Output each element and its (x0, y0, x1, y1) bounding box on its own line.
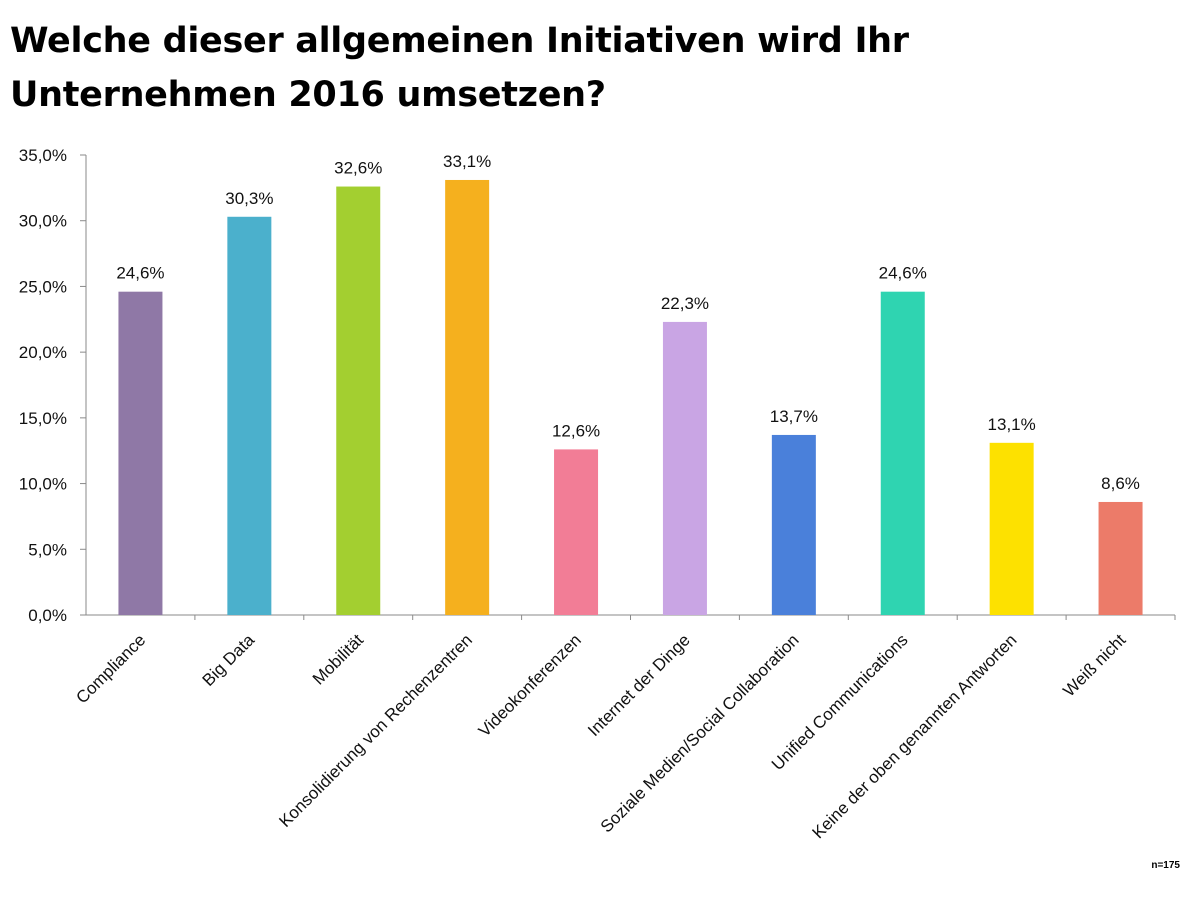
bar (554, 449, 599, 615)
data-label: 13,1% (988, 415, 1036, 434)
y-tick-label: 35,0% (19, 146, 67, 165)
category-label: Soziale Medien/Social Collaboration (597, 630, 803, 836)
y-tick-label: 10,0% (19, 475, 67, 494)
y-tick-label: 0,0% (28, 606, 67, 625)
chart-title: Welche dieser allgemeinen Initiativen wi… (10, 21, 909, 115)
category-label: Videokonferenzen (475, 630, 585, 740)
data-label: 32,6% (334, 159, 382, 178)
bar (989, 442, 1034, 615)
data-label: 24,6% (879, 264, 927, 283)
bar (771, 434, 816, 615)
y-tick-label: 25,0% (19, 277, 67, 296)
y-tick-label: 30,0% (19, 212, 67, 231)
data-label: 30,3% (225, 189, 273, 208)
data-label: 24,6% (116, 264, 164, 283)
bar (662, 321, 707, 615)
category-label: Internet der Dinge (584, 630, 694, 740)
category-label: Mobilität (309, 630, 367, 688)
bar (880, 291, 925, 615)
bar (336, 186, 381, 616)
category-label: Weiß nicht (1059, 630, 1129, 700)
sample-size-note: n=175 (1151, 860, 1180, 871)
data-label: 12,6% (552, 421, 600, 440)
data-label: 13,7% (770, 407, 818, 426)
y-tick-label: 20,0% (19, 343, 67, 362)
data-label: 8,6% (1101, 474, 1140, 493)
y-tick-label: 15,0% (19, 409, 67, 428)
bar (445, 179, 490, 615)
category-label: Keine der oben genannten Antworten (809, 630, 1021, 842)
category-label: Big Data (199, 630, 259, 690)
bar (227, 216, 272, 615)
y-tick-label: 5,0% (28, 540, 67, 559)
data-label: 22,3% (661, 294, 709, 313)
category-label: Konsolidierung von Rechenzentren (275, 630, 476, 831)
bar (1098, 501, 1143, 615)
category-label: Compliance (72, 630, 149, 707)
data-label: 33,1% (443, 152, 491, 171)
bar (118, 291, 163, 615)
